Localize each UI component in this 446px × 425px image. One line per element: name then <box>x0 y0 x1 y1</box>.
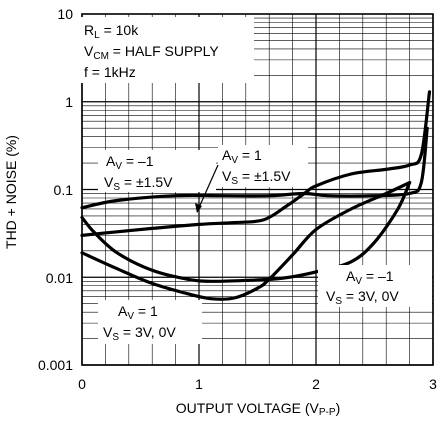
label-av-1-single-gain: AV = 1 <box>118 303 158 322</box>
label-av-neg1-single-gain: AV = –1 <box>346 268 394 287</box>
series-av-1-single-supply <box>80 181 412 301</box>
condition-load-resistance: RL = 10k <box>84 22 139 41</box>
conditions-box <box>78 17 254 83</box>
arrow-head <box>195 203 202 213</box>
series-av-neg1-single-supply <box>80 181 412 283</box>
label-box-av-neg1-single <box>318 265 432 307</box>
x-tick-label-2: 2 <box>312 376 320 392</box>
series-layer <box>80 90 432 301</box>
label-av-neg1-split-supply: VS = ±1.5V <box>104 174 173 193</box>
condition-common-mode-voltage: VCM = HALF SUPPLY <box>84 43 219 62</box>
x-tick-label-1: 1 <box>195 376 203 392</box>
label-box-av-1-single <box>98 300 202 344</box>
label-av-neg1-single-supply: VS = 3V, 0V <box>326 288 399 307</box>
x-tick-label-0: 0 <box>78 376 86 392</box>
leader-line <box>196 164 219 213</box>
y-tick-label-1: 1 <box>65 94 73 110</box>
label-av-1-split-supply: VS = ±1.5V <box>222 168 291 187</box>
label-box-av-1-split <box>218 145 308 187</box>
y-tick-label-10: 10 <box>57 6 73 22</box>
label-av-1-split-gain: AV = 1 <box>222 147 262 166</box>
condition-frequency: f = 1kHz <box>84 64 136 80</box>
x-tick-label-3: 3 <box>429 376 437 392</box>
label-box-av-neg1-split <box>98 150 216 192</box>
y-axis-label: THD + NOISE (%) <box>3 135 19 249</box>
y-tick-label-0.001: 0.001 <box>38 357 73 373</box>
series-av-1-split-supply <box>80 90 432 237</box>
plot-frame <box>81 13 434 366</box>
label-av-neg1-split-gain: AV = –1 <box>106 153 154 172</box>
x-axis-label: OUTPUT VOLTAGE (VP-P) <box>176 400 340 418</box>
y-tick-label-0.1: 0.1 <box>54 182 74 198</box>
label-av-1-single-supply: VS = 3V, 0V <box>103 324 176 343</box>
y-tick-label-0.01: 0.01 <box>46 270 73 286</box>
plot-border <box>81 13 434 366</box>
